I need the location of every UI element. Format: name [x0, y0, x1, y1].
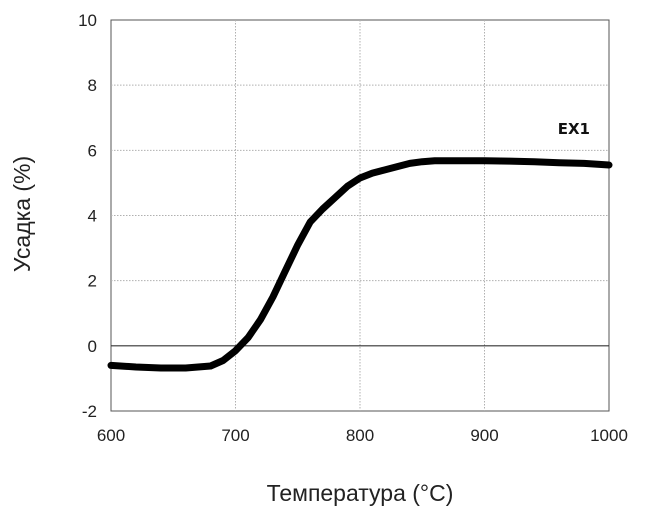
y-axis-title: Усадка (%): [9, 156, 35, 272]
series-label-ex1: EX1: [558, 120, 590, 138]
grid: [111, 20, 609, 411]
y-tick-label: 8: [88, 76, 97, 95]
x-tick-label: 900: [470, 426, 498, 445]
y-tick-label: 2: [88, 272, 97, 291]
x-axis-title: Температура (°C): [267, 480, 454, 506]
x-tick-label: 700: [221, 426, 249, 445]
y-tick-label: 6: [88, 141, 97, 160]
x-tick-label: 600: [97, 426, 125, 445]
y-tick-label: -2: [82, 402, 97, 421]
y-tick-labels: -2 0 2 4 6 8 10: [78, 11, 97, 421]
series-line-ex1: [107, 157, 613, 372]
x-tick-label: 800: [346, 426, 374, 445]
y-tick-label: 10: [78, 11, 97, 30]
x-tick-labels: 600 700 800 900 1000: [97, 426, 628, 445]
x-tick-label: 1000: [590, 426, 628, 445]
y-tick-label: 4: [88, 207, 97, 226]
y-tick-label: 0: [88, 337, 97, 356]
